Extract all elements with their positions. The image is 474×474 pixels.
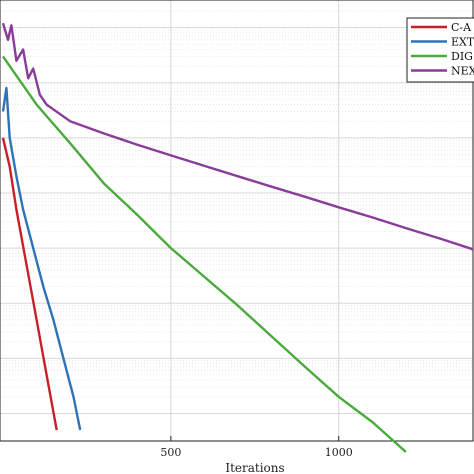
- x-tick-label: 1000: [325, 446, 353, 459]
- x-tick-label: 500: [160, 446, 181, 459]
- series-layer: [1, 22, 474, 453]
- legend-label-c-a: C-A: [451, 21, 472, 34]
- grid-lines: [0, 0, 473, 441]
- series-line-c-a: [1, 137, 58, 431]
- plot-frame: [0, 0, 474, 442]
- x-axis: 500 1000: [160, 436, 353, 459]
- legend-label-nex: NEX: [451, 65, 474, 78]
- legend-label-dig: DIG: [451, 50, 473, 63]
- x-axis-title: Iterations: [225, 461, 284, 474]
- series-line-dig: [2, 55, 407, 453]
- series-line-nex: [1, 22, 474, 251]
- series-line-ext: [1, 86, 82, 431]
- legend-label-ext: EXT: [451, 36, 474, 49]
